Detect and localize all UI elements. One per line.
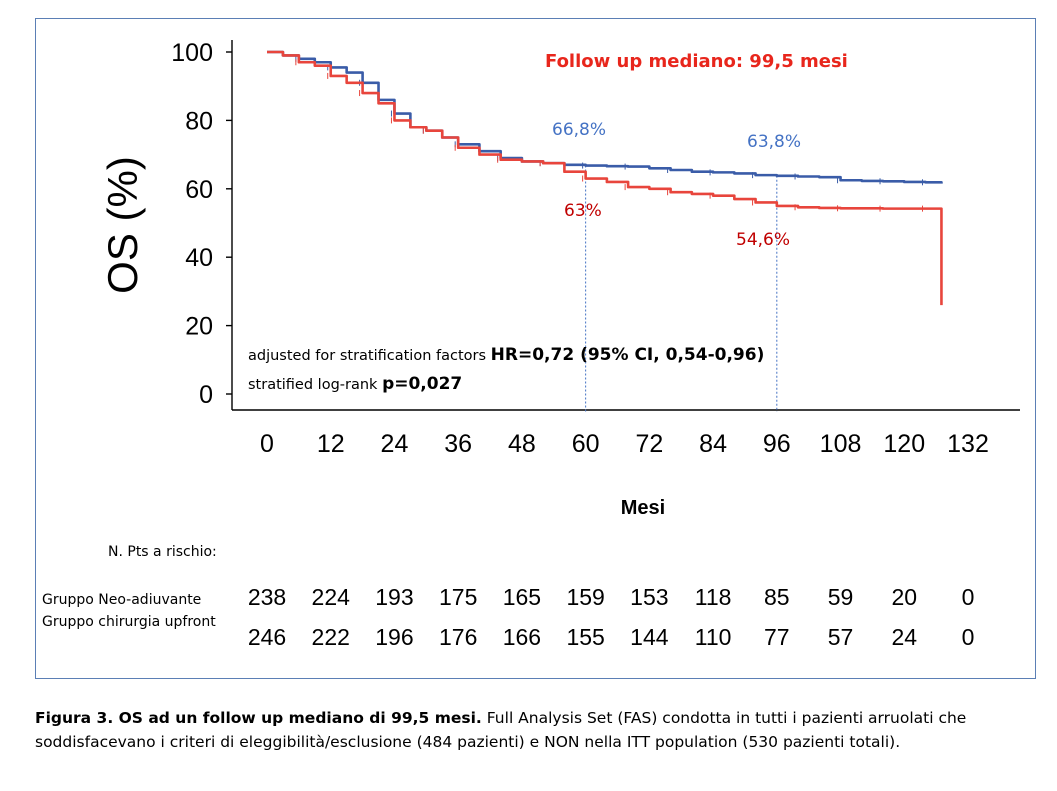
blue-96-label: 63,8%: [747, 132, 801, 152]
risk-value: 0: [962, 584, 975, 610]
y-tick-label: 20: [185, 313, 213, 341]
risk-value: 159: [566, 584, 604, 610]
figure-caption: Figura 3. OS ad un follow up mediano di …: [35, 706, 1025, 754]
red-60-label: 63%: [564, 201, 602, 221]
logrank-value: p=0,027: [382, 374, 462, 394]
y-tick-label: 80: [185, 107, 213, 135]
caption-bold: Figura 3. OS ad un follow up mediano di …: [35, 709, 482, 727]
red-96-label: 54,6%: [736, 230, 790, 250]
x-tick-label: 12: [317, 430, 345, 458]
risk-value: 59: [828, 584, 854, 610]
risk-value: 77: [764, 624, 790, 650]
risk-value: 155: [566, 624, 604, 650]
caption-text: Full Analysis Set (FAS) condotta in tutt…: [35, 709, 967, 751]
x-tick-label: 60: [572, 430, 600, 458]
risk-row-label-neo: Gruppo Neo-adiuvante: [42, 592, 201, 608]
x-axis-label: Mesi: [621, 497, 665, 519]
x-tick-label: 24: [381, 430, 409, 458]
hr-annotation: adjusted for stratification factors HR=0…: [248, 345, 764, 365]
risk-value: 153: [630, 584, 668, 610]
x-tick-label: 120: [883, 430, 925, 458]
risk-value: 0: [962, 624, 975, 650]
x-tick-label: 72: [635, 430, 663, 458]
risk-value: 166: [503, 624, 541, 650]
x-tick-label: 108: [820, 430, 862, 458]
risk-value: 246: [248, 624, 286, 650]
blue-60-label: 66,8%: [552, 120, 606, 140]
hr-value: HR=0,72 (95% CI, 0,54-0,96): [491, 345, 765, 365]
risk-value: 175: [439, 584, 477, 610]
risk-value: 20: [891, 584, 917, 610]
logrank-annotation: stratified log-rank p=0,027: [248, 374, 462, 394]
risk-value: 224: [312, 584, 351, 610]
y-tick-label: 60: [185, 176, 213, 204]
x-tick-label: 84: [699, 430, 727, 458]
risk-value: 144: [630, 624, 669, 650]
risk-value: 24: [891, 624, 917, 650]
x-tick-label: 48: [508, 430, 536, 458]
guide-lines: [585, 165, 778, 412]
risk-row-label-upfront: Gruppo chirurgia upfront: [42, 614, 216, 630]
risk-value: 176: [439, 624, 477, 650]
chart-labels: OS (%) Mesi Follow up mediano: 99,5 mesi…: [99, 51, 848, 519]
risk-value: 222: [312, 624, 350, 650]
curve-neo-adiuvante: [267, 50, 943, 184]
survival-curves: [267, 50, 943, 306]
risk-header: N. Pts a rischio:: [108, 544, 217, 560]
y-tick-label: 40: [185, 244, 213, 272]
risk-value: 57: [828, 624, 854, 650]
risk-value: 193: [375, 584, 413, 610]
curve-chirurgia-upfront: [267, 50, 943, 306]
risk-value: 118: [695, 584, 732, 610]
logrank-prefix: stratified log-rank: [248, 377, 382, 393]
y-axis-label: OS (%): [99, 156, 146, 294]
follow-up-label: Follow up mediano: 99,5 mesi: [545, 51, 848, 72]
km-chart: 0 20 40 60 80 100 0 12 24 36 48 60 72 84 96 108 120 132 O…: [42, 39, 1020, 650]
risk-value: 165: [503, 584, 541, 610]
risk-value: 85: [764, 584, 790, 610]
risk-value: 238: [248, 584, 286, 610]
x-tick-label: 132: [947, 430, 989, 458]
chart-axes: 0 20 40 60 80 100 0 12 24 36 48 60 72 84 96 108 120 132: [171, 39, 1020, 458]
x-tick-label: 96: [763, 430, 791, 458]
x-tick-label: 0: [260, 430, 274, 458]
y-tick-label: 0: [199, 381, 213, 409]
risk-value: 110: [695, 624, 732, 650]
risk-table: N. Pts a rischio: Gruppo Neo-adiuvante G…: [42, 544, 974, 650]
risk-value: 196: [375, 624, 413, 650]
x-tick-label: 36: [444, 430, 472, 458]
y-tick-label: 100: [171, 39, 213, 67]
figure-frame: [35, 18, 1036, 679]
hr-prefix: adjusted for stratification factors: [248, 348, 491, 364]
